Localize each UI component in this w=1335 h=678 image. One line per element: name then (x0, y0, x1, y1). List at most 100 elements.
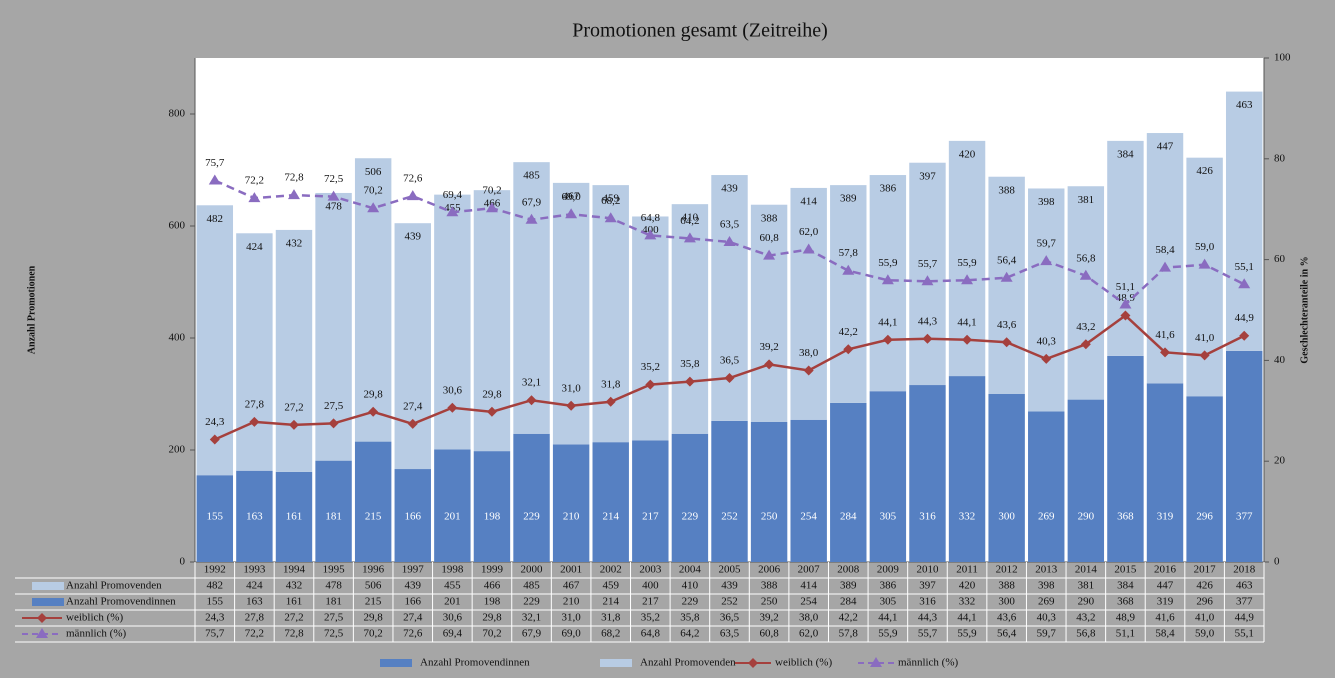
legend-label: weiblich (%) (775, 657, 832, 669)
line-value-label: 27,4 (403, 400, 423, 412)
bar-value-label: 163 (246, 511, 263, 523)
x-tick-label: 2016 (1154, 564, 1177, 576)
table-cell: 420 (959, 580, 976, 592)
line-value-label: 51,1 (1116, 281, 1135, 293)
table-cell: 250 (761, 596, 778, 608)
line-value-label: 75,7 (205, 157, 225, 169)
line (214, 179, 1245, 307)
table-cell: 69,4 (443, 628, 463, 640)
table-cell: 300 (998, 596, 1015, 608)
x-tick-label: 1994 (283, 564, 306, 576)
x-tick-label: 2010 (916, 564, 939, 576)
line-marker (368, 406, 379, 417)
bar (988, 176, 1025, 394)
table-cell: 72,8 (284, 628, 304, 640)
line-value-label: 27,5 (324, 400, 344, 412)
line-value-label: 31,0 (562, 382, 582, 394)
table-cell: 316 (919, 596, 936, 608)
bar-value-label: 463 (1236, 99, 1253, 111)
table-cell: 41,6 (1155, 612, 1175, 624)
line-marker (208, 174, 221, 185)
bar-value-label: 229 (523, 511, 540, 523)
line-value-label: 40,3 (1037, 335, 1057, 347)
table-cell: 432 (286, 580, 303, 592)
bar-value-label: 214 (602, 511, 619, 523)
line-marker (287, 189, 300, 200)
line-marker (684, 376, 695, 387)
table-cell: 388 (761, 580, 778, 592)
bar (394, 223, 431, 470)
x-tick-label: 2015 (1114, 564, 1137, 576)
x-tick-label: 1999 (481, 564, 504, 576)
x-tick-label: 1995 (323, 564, 346, 576)
line-value-label: 44,9 (1235, 312, 1255, 324)
bar (1067, 186, 1105, 400)
table-cell: 466 (484, 580, 501, 592)
line-value-label: 70,2 (482, 185, 501, 197)
line-marker (1000, 271, 1013, 282)
bar-value-label: 485 (523, 170, 540, 182)
line-value-label: 64,2 (680, 215, 699, 227)
bar-value-label: 300 (998, 511, 1015, 523)
line-value-label: 59,7 (1037, 238, 1057, 250)
line-marker (525, 213, 538, 224)
bar (1186, 396, 1223, 562)
line-value-label: 55,1 (1235, 261, 1254, 273)
line-value-label: 44,3 (918, 315, 938, 327)
line-marker (645, 379, 656, 390)
line-marker (1160, 347, 1171, 358)
table-cell: 72,5 (324, 628, 344, 640)
table-cell: 64,8 (641, 628, 661, 640)
table-cell: 214 (602, 596, 619, 608)
x-tick-label: 2004 (679, 564, 702, 576)
line-value-label: 64,8 (641, 212, 661, 224)
table-cell: 56,8 (1076, 628, 1096, 640)
bar (592, 442, 629, 562)
bar-value-label: 398 (1038, 196, 1055, 208)
y2-tick-label: 100 (1274, 52, 1291, 64)
table-cell: 463 (1236, 580, 1253, 592)
table-cell: 388 (998, 580, 1015, 592)
table-cell: 30,6 (443, 612, 463, 624)
legend-label: männlich (%) (898, 657, 959, 669)
chart-title: Promotionen gesamt (Zeitreihe) (572, 20, 827, 42)
y2-tick-label: 0 (1274, 556, 1280, 568)
bar-value-label: 161 (286, 511, 303, 523)
bar-value-label: 305 (880, 511, 897, 523)
line-value-label: 36,5 (720, 355, 740, 367)
bar-value-label: 467 (563, 190, 580, 202)
bar (236, 233, 273, 471)
table-cell: 55,9 (878, 628, 898, 640)
line-value-label: 69,4 (443, 189, 463, 201)
table-cell: 459 (602, 580, 619, 592)
table-cell: 27,8 (245, 612, 265, 624)
table-cell: 55,1 (1235, 628, 1254, 640)
line-value-label: 29,8 (482, 388, 502, 400)
table-cell: 161 (286, 596, 303, 608)
line-value-label: 30,6 (443, 384, 463, 396)
table-cell: 478 (325, 580, 342, 592)
x-tick-label: 1996 (362, 564, 385, 576)
bar-value-label: 201 (444, 511, 461, 523)
line-value-label: 27,8 (245, 398, 265, 410)
table-cell: 447 (1157, 580, 1174, 592)
table-cell: 319 (1157, 596, 1174, 608)
table-cell: 166 (405, 596, 422, 608)
line-marker (842, 264, 855, 275)
table-cell: 57,8 (839, 628, 859, 640)
x-tick-label: 2018 (1233, 564, 1256, 576)
bar-value-label: 447 (1157, 141, 1174, 153)
line-value-label: 56,4 (997, 254, 1017, 266)
table-cell: 40,3 (1037, 612, 1057, 624)
table-cell: 506 (365, 580, 382, 592)
bar-value-label: 384 (1117, 148, 1134, 160)
bar-value-label: 426 (1196, 165, 1213, 177)
table-cell: 32,1 (522, 612, 541, 624)
line-marker (1001, 337, 1012, 348)
line-marker (37, 613, 47, 623)
bar-value-label: 414 (800, 195, 817, 207)
bar (196, 205, 234, 476)
legend-label: Anzahl Promovendinnen (420, 657, 530, 669)
bar (711, 175, 748, 421)
bar-value-label: 410 (682, 212, 699, 224)
